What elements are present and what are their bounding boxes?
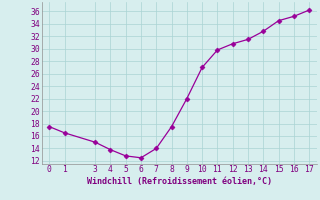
- X-axis label: Windchill (Refroidissement éolien,°C): Windchill (Refroidissement éolien,°C): [87, 177, 272, 186]
